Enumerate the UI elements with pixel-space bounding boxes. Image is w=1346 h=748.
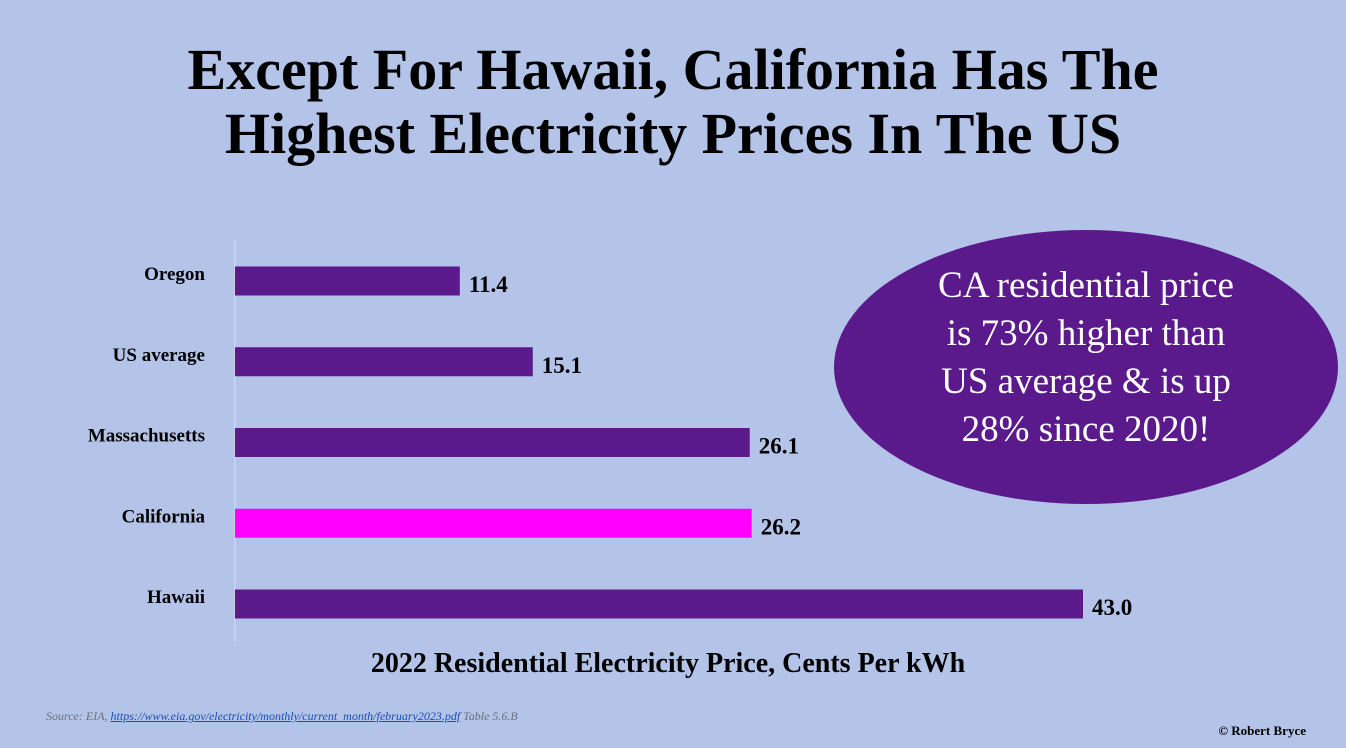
x-axis-label: 2022 Residential Electricity Price, Cent… — [371, 648, 966, 679]
category-label: Hawaii — [147, 587, 205, 608]
bar-hawaii — [235, 589, 1083, 619]
callout-line: is 73% higher than — [947, 313, 1225, 354]
callout-text: CA residential price is 73% higher than US… — [938, 265, 1234, 450]
callout-line: CA residential price — [938, 265, 1234, 306]
callout-line: US average & is up — [941, 361, 1231, 402]
chart-title: Except For Hawaii, California Has The Hi… — [0, 38, 1346, 166]
title-line-1: Except For Hawaii, California Has The — [187, 37, 1159, 102]
category-label: US average — [113, 345, 205, 366]
bar-oregon — [235, 266, 460, 296]
bar-california — [235, 508, 752, 538]
source-prefix: Source: EIA, — [46, 709, 108, 723]
category-label: California — [122, 506, 206, 527]
value-label: 11.4 — [469, 272, 508, 297]
copyright: © Robert Bryce — [1218, 723, 1306, 738]
title-line-2: Highest Electricity Prices In The US — [224, 101, 1122, 166]
category-label: Oregon — [144, 264, 205, 285]
value-label: 43.0 — [1092, 595, 1132, 620]
source-suffix: Table 5.6.B — [463, 709, 518, 723]
value-label: 26.1 — [759, 434, 799, 459]
bar-massachusetts — [235, 428, 750, 457]
category-label: Massachusetts — [88, 426, 205, 447]
value-label: 15.1 — [542, 353, 582, 378]
callout-line: 28% since 2020! — [962, 409, 1211, 450]
value-label: 26.2 — [761, 514, 801, 539]
source-link[interactable]: https://www.eia.gov/electricity/monthly/… — [110, 709, 461, 723]
bar-us-average — [235, 347, 533, 377]
source-note: Source: EIA, https://www.eia.gov/electri… — [46, 709, 518, 724]
callout-ellipse — [834, 230, 1338, 504]
